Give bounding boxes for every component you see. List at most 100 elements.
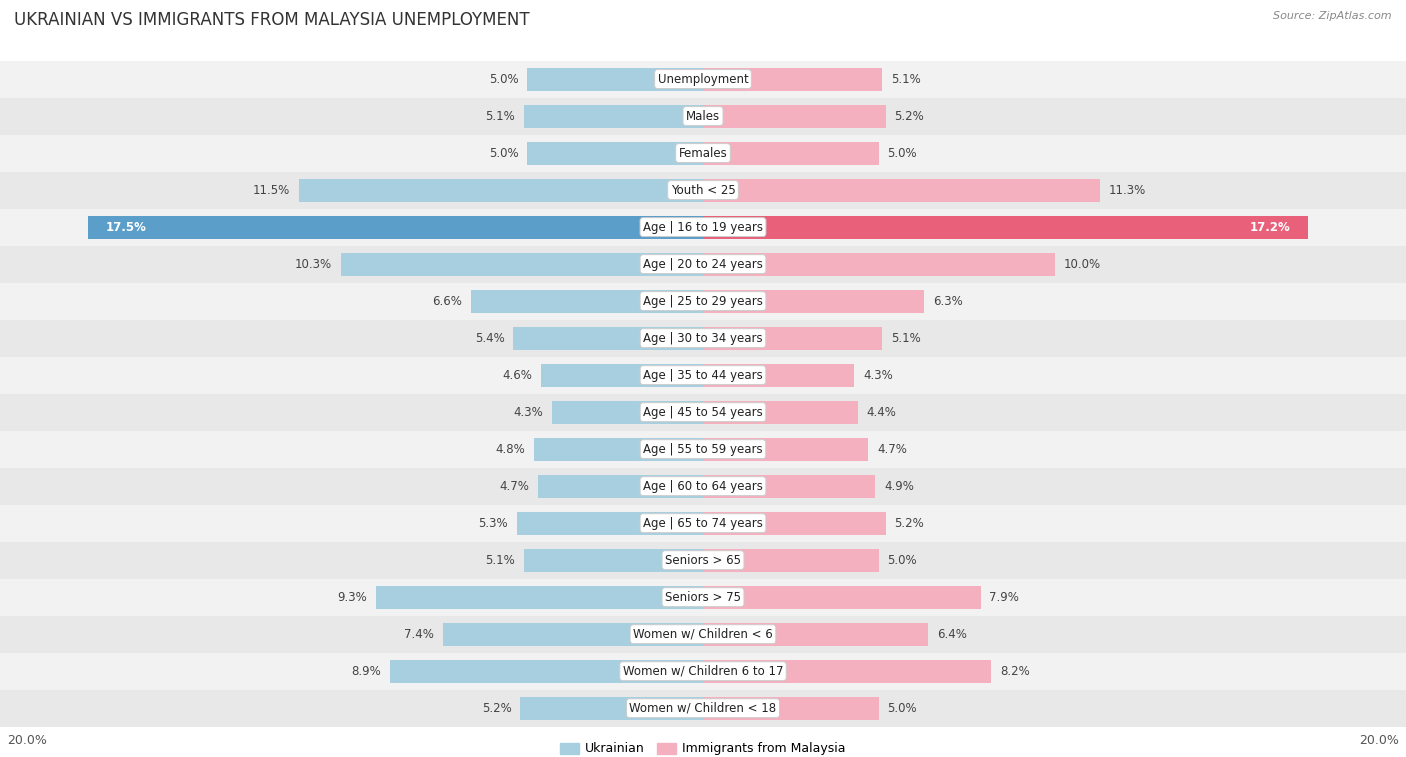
Text: 5.2%: 5.2%	[894, 110, 924, 123]
Text: 5.4%: 5.4%	[475, 332, 505, 344]
Text: 4.3%: 4.3%	[513, 406, 543, 419]
Bar	[703, 623, 928, 646]
Text: 4.7%: 4.7%	[877, 443, 907, 456]
Bar	[527, 142, 703, 164]
Bar	[0, 209, 1406, 245]
Bar	[703, 253, 1054, 276]
Text: 10.0%: 10.0%	[1063, 257, 1101, 270]
Text: Unemployment: Unemployment	[658, 73, 748, 86]
Text: 4.9%: 4.9%	[884, 480, 914, 493]
Bar	[0, 357, 1406, 394]
Text: 20.0%: 20.0%	[7, 734, 46, 747]
Text: Youth < 25: Youth < 25	[671, 184, 735, 197]
Bar	[703, 142, 879, 164]
Bar	[703, 660, 991, 683]
Bar	[0, 468, 1406, 505]
Text: 7.4%: 7.4%	[405, 628, 434, 640]
Text: 4.4%: 4.4%	[866, 406, 896, 419]
Bar	[0, 98, 1406, 135]
Text: 11.3%: 11.3%	[1109, 184, 1146, 197]
Text: Age | 45 to 54 years: Age | 45 to 54 years	[643, 406, 763, 419]
Text: 4.6%: 4.6%	[503, 369, 533, 382]
Bar	[0, 505, 1406, 542]
Bar	[0, 615, 1406, 653]
Bar	[703, 363, 855, 387]
Text: Age | 30 to 34 years: Age | 30 to 34 years	[643, 332, 763, 344]
Bar	[703, 400, 858, 424]
Text: 20.0%: 20.0%	[1360, 734, 1399, 747]
Text: UKRAINIAN VS IMMIGRANTS FROM MALAYSIA UNEMPLOYMENT: UKRAINIAN VS IMMIGRANTS FROM MALAYSIA UN…	[14, 11, 530, 30]
Text: Women w/ Children 6 to 17: Women w/ Children 6 to 17	[623, 665, 783, 678]
Text: 9.3%: 9.3%	[337, 590, 367, 603]
Bar	[551, 400, 703, 424]
Bar	[0, 172, 1406, 209]
Bar	[517, 512, 703, 534]
Bar	[534, 438, 703, 460]
Bar	[703, 512, 886, 534]
Text: 5.1%: 5.1%	[891, 73, 921, 86]
Bar	[375, 586, 703, 609]
Text: 6.3%: 6.3%	[934, 294, 963, 307]
Text: Source: ZipAtlas.com: Source: ZipAtlas.com	[1274, 11, 1392, 21]
Bar	[0, 578, 1406, 615]
Bar	[703, 475, 875, 497]
Text: 5.3%: 5.3%	[478, 517, 508, 530]
Bar	[537, 475, 703, 497]
Bar	[443, 623, 703, 646]
Text: 5.0%: 5.0%	[489, 73, 519, 86]
Text: Age | 55 to 59 years: Age | 55 to 59 years	[643, 443, 763, 456]
Bar	[0, 394, 1406, 431]
Bar	[527, 67, 703, 91]
Text: 10.3%: 10.3%	[295, 257, 332, 270]
Bar	[703, 216, 1308, 238]
Bar	[520, 696, 703, 720]
Text: Males: Males	[686, 110, 720, 123]
Bar	[471, 290, 703, 313]
Text: 5.0%: 5.0%	[489, 147, 519, 160]
Text: Seniors > 75: Seniors > 75	[665, 590, 741, 603]
Bar	[703, 696, 879, 720]
Text: 5.0%: 5.0%	[887, 702, 917, 715]
Bar	[703, 438, 869, 460]
Bar	[703, 290, 925, 313]
Text: Age | 25 to 29 years: Age | 25 to 29 years	[643, 294, 763, 307]
Bar	[703, 67, 883, 91]
Text: 7.9%: 7.9%	[990, 590, 1019, 603]
Bar	[299, 179, 703, 201]
Text: 17.2%: 17.2%	[1250, 220, 1291, 234]
Text: 5.1%: 5.1%	[485, 110, 515, 123]
Text: Women w/ Children < 18: Women w/ Children < 18	[630, 702, 776, 715]
Bar	[524, 549, 703, 572]
Text: Seniors > 65: Seniors > 65	[665, 553, 741, 567]
Bar	[703, 549, 879, 572]
Bar	[0, 135, 1406, 172]
Bar	[0, 431, 1406, 468]
Text: 5.1%: 5.1%	[891, 332, 921, 344]
Text: 5.0%: 5.0%	[887, 147, 917, 160]
Text: 4.8%: 4.8%	[496, 443, 526, 456]
Legend: Ukrainian, Immigrants from Malaysia: Ukrainian, Immigrants from Malaysia	[555, 737, 851, 757]
Bar	[703, 586, 981, 609]
Text: Females: Females	[679, 147, 727, 160]
Bar	[0, 61, 1406, 98]
Bar	[513, 327, 703, 350]
Bar	[703, 179, 1099, 201]
Text: 5.2%: 5.2%	[482, 702, 512, 715]
Text: Age | 16 to 19 years: Age | 16 to 19 years	[643, 220, 763, 234]
Text: 6.4%: 6.4%	[936, 628, 966, 640]
Bar	[703, 327, 883, 350]
Bar	[0, 690, 1406, 727]
Text: Age | 65 to 74 years: Age | 65 to 74 years	[643, 517, 763, 530]
Text: 6.6%: 6.6%	[433, 294, 463, 307]
Text: 8.9%: 8.9%	[352, 665, 381, 678]
Bar	[703, 104, 886, 127]
Text: 5.1%: 5.1%	[485, 553, 515, 567]
Text: 8.2%: 8.2%	[1000, 665, 1029, 678]
Bar	[391, 660, 703, 683]
Bar	[541, 363, 703, 387]
Bar	[340, 253, 703, 276]
Bar	[0, 319, 1406, 357]
Text: Women w/ Children < 6: Women w/ Children < 6	[633, 628, 773, 640]
Text: Age | 60 to 64 years: Age | 60 to 64 years	[643, 480, 763, 493]
Text: 4.3%: 4.3%	[863, 369, 893, 382]
